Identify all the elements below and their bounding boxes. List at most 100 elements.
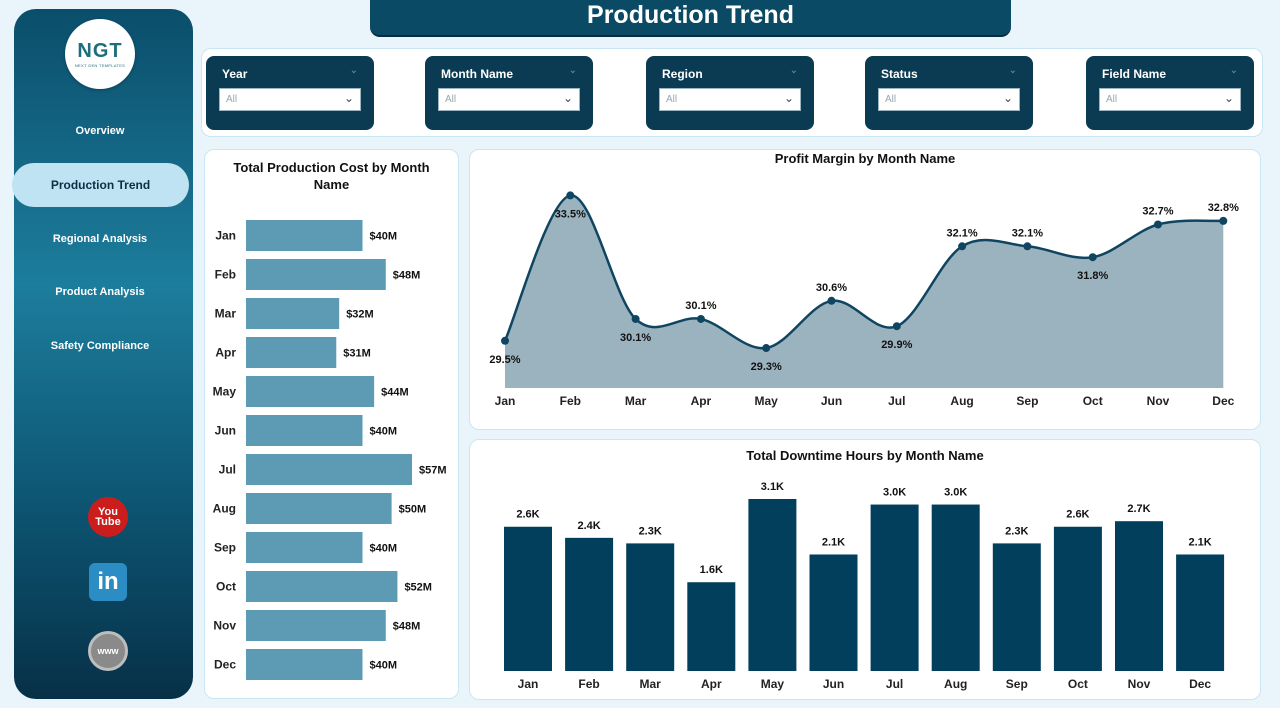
page-title: Production Trend xyxy=(370,0,1011,37)
x-tick-label: Dec xyxy=(1212,394,1234,408)
field-name-dropdown[interactable]: All ⌄ xyxy=(1099,88,1241,111)
nav-item-product-analysis[interactable]: Product Analysis xyxy=(55,286,145,298)
chart-title: Profit Margin by Month Name xyxy=(774,151,956,166)
month-name-dropdown[interactable]: All ⌄ xyxy=(438,88,580,111)
production-cost-card: Total Production Cost by Month Name Jan $… xyxy=(204,149,459,699)
x-tick-label: Feb xyxy=(560,394,581,408)
data-point xyxy=(631,314,640,323)
bar xyxy=(246,376,375,407)
dropdown-value: All xyxy=(666,94,678,105)
x-tick-label: Sep xyxy=(1006,677,1028,691)
data-label: 29.9% xyxy=(881,339,912,351)
data-label: 3.1K xyxy=(761,481,784,493)
data-point xyxy=(1088,253,1097,262)
x-tick-label: Aug xyxy=(950,394,973,408)
x-tick-label: Jan xyxy=(518,677,539,691)
data-label: 3.0K xyxy=(944,487,967,499)
bar xyxy=(809,554,858,671)
data-point xyxy=(566,191,575,200)
x-tick-label: Jul xyxy=(888,394,905,408)
filter-status: Status ⌄ All ⌄ xyxy=(865,56,1033,130)
data-label: 29.3% xyxy=(751,361,782,373)
youtube-icon-text-bottom: Tube xyxy=(95,516,121,528)
data-label: 30.6% xyxy=(816,282,847,294)
bar xyxy=(246,337,337,368)
bar xyxy=(992,543,1041,671)
year-dropdown[interactable]: All ⌄ xyxy=(219,88,361,111)
x-tick-label: Mar xyxy=(640,677,662,691)
youtube-link[interactable]: You Tube xyxy=(87,496,129,538)
filter-label: Region xyxy=(662,67,703,81)
data-label: 3.0K xyxy=(883,487,906,499)
category-label: Jul xyxy=(219,463,236,477)
bar xyxy=(1115,521,1163,671)
category-label: Jun xyxy=(215,424,236,438)
data-label: 2.1K xyxy=(1188,536,1211,548)
x-tick-label: Jun xyxy=(823,677,844,691)
dropdown-value: All xyxy=(226,94,238,105)
category-label: Apr xyxy=(215,346,236,360)
category-label: Nov xyxy=(213,619,236,633)
data-point xyxy=(762,344,771,353)
area-fill xyxy=(505,195,1224,388)
profit-margin-card: Profit Margin by Month Name 29.5% Jan 33.5… xyxy=(469,149,1261,430)
chevron-down-icon[interactable]: ⌄ xyxy=(1229,65,1238,76)
category-label: Aug xyxy=(213,502,236,516)
data-point xyxy=(958,242,967,251)
dropdown-value: All xyxy=(885,94,897,105)
filter-year: Year ⌄ All ⌄ xyxy=(206,56,374,130)
x-tick-label: Sep xyxy=(1016,394,1038,408)
region-dropdown[interactable]: All ⌄ xyxy=(659,88,801,111)
chevron-down-icon: ⌄ xyxy=(1223,91,1234,105)
bar xyxy=(246,454,412,485)
chevron-down-icon: ⌄ xyxy=(343,91,354,105)
filter-label: Field Name xyxy=(1102,67,1167,81)
data-label: 29.5% xyxy=(489,354,520,366)
x-tick-label: Mar xyxy=(625,394,647,408)
linkedin-link[interactable]: in xyxy=(87,561,129,603)
x-tick-label: Jun xyxy=(821,394,842,408)
nav-item-safety-compliance[interactable]: Safety Compliance xyxy=(50,340,150,352)
data-label: 32.8% xyxy=(1208,202,1239,214)
nav-item-production-trend[interactable]: Production Trend xyxy=(12,163,189,207)
data-label: $48M xyxy=(393,270,421,282)
company-logo: NGT NEXT GEN TEMPLATES xyxy=(65,19,135,89)
bar xyxy=(565,537,614,671)
chevron-down-icon: ⌄ xyxy=(562,91,573,105)
production-cost-chart: Jan $40M Feb $48M Mar $32M Apr $31M May $44M Jun $4… xyxy=(213,220,447,680)
x-tick-label: May xyxy=(755,394,779,408)
nav-item-overview[interactable]: Overview xyxy=(75,125,125,137)
data-label: 2.1K xyxy=(822,536,845,548)
bar xyxy=(687,582,736,671)
category-label: Dec xyxy=(214,658,236,672)
bar xyxy=(504,526,552,671)
chevron-down-icon[interactable]: ⌄ xyxy=(789,65,798,76)
category-label: May xyxy=(213,385,237,399)
data-label: 2.4K xyxy=(577,520,600,532)
data-label: $50M xyxy=(399,504,427,516)
data-point xyxy=(1219,216,1228,225)
data-label: 31.8% xyxy=(1077,270,1108,282)
bar xyxy=(246,298,340,329)
data-label: $32M xyxy=(346,309,374,321)
bar xyxy=(1176,554,1225,671)
category-label: Oct xyxy=(216,580,236,594)
data-label: $40M xyxy=(369,543,397,555)
website-link[interactable]: www xyxy=(87,630,129,672)
dropdown-value: All xyxy=(445,94,457,105)
chevron-down-icon[interactable]: ⌄ xyxy=(1008,65,1017,76)
data-point xyxy=(827,296,836,305)
bar xyxy=(246,532,363,563)
nav-item-regional-analysis[interactable]: Regional Analysis xyxy=(52,233,148,245)
data-label: 32.1% xyxy=(1012,227,1043,239)
status-dropdown[interactable]: All ⌄ xyxy=(878,88,1020,111)
filter-field-name: Field Name ⌄ All ⌄ xyxy=(1086,56,1254,130)
chart-title: Total Production Cost by Month Name xyxy=(233,160,430,192)
data-point xyxy=(501,336,509,345)
bar xyxy=(246,493,392,524)
chevron-down-icon[interactable]: ⌄ xyxy=(349,65,358,76)
bar xyxy=(246,220,363,251)
downtime-card: Total Downtime Hours by Month Name 2.6K J… xyxy=(469,439,1261,700)
data-label: 2.3K xyxy=(1005,525,1028,537)
chevron-down-icon[interactable]: ⌄ xyxy=(568,65,577,76)
